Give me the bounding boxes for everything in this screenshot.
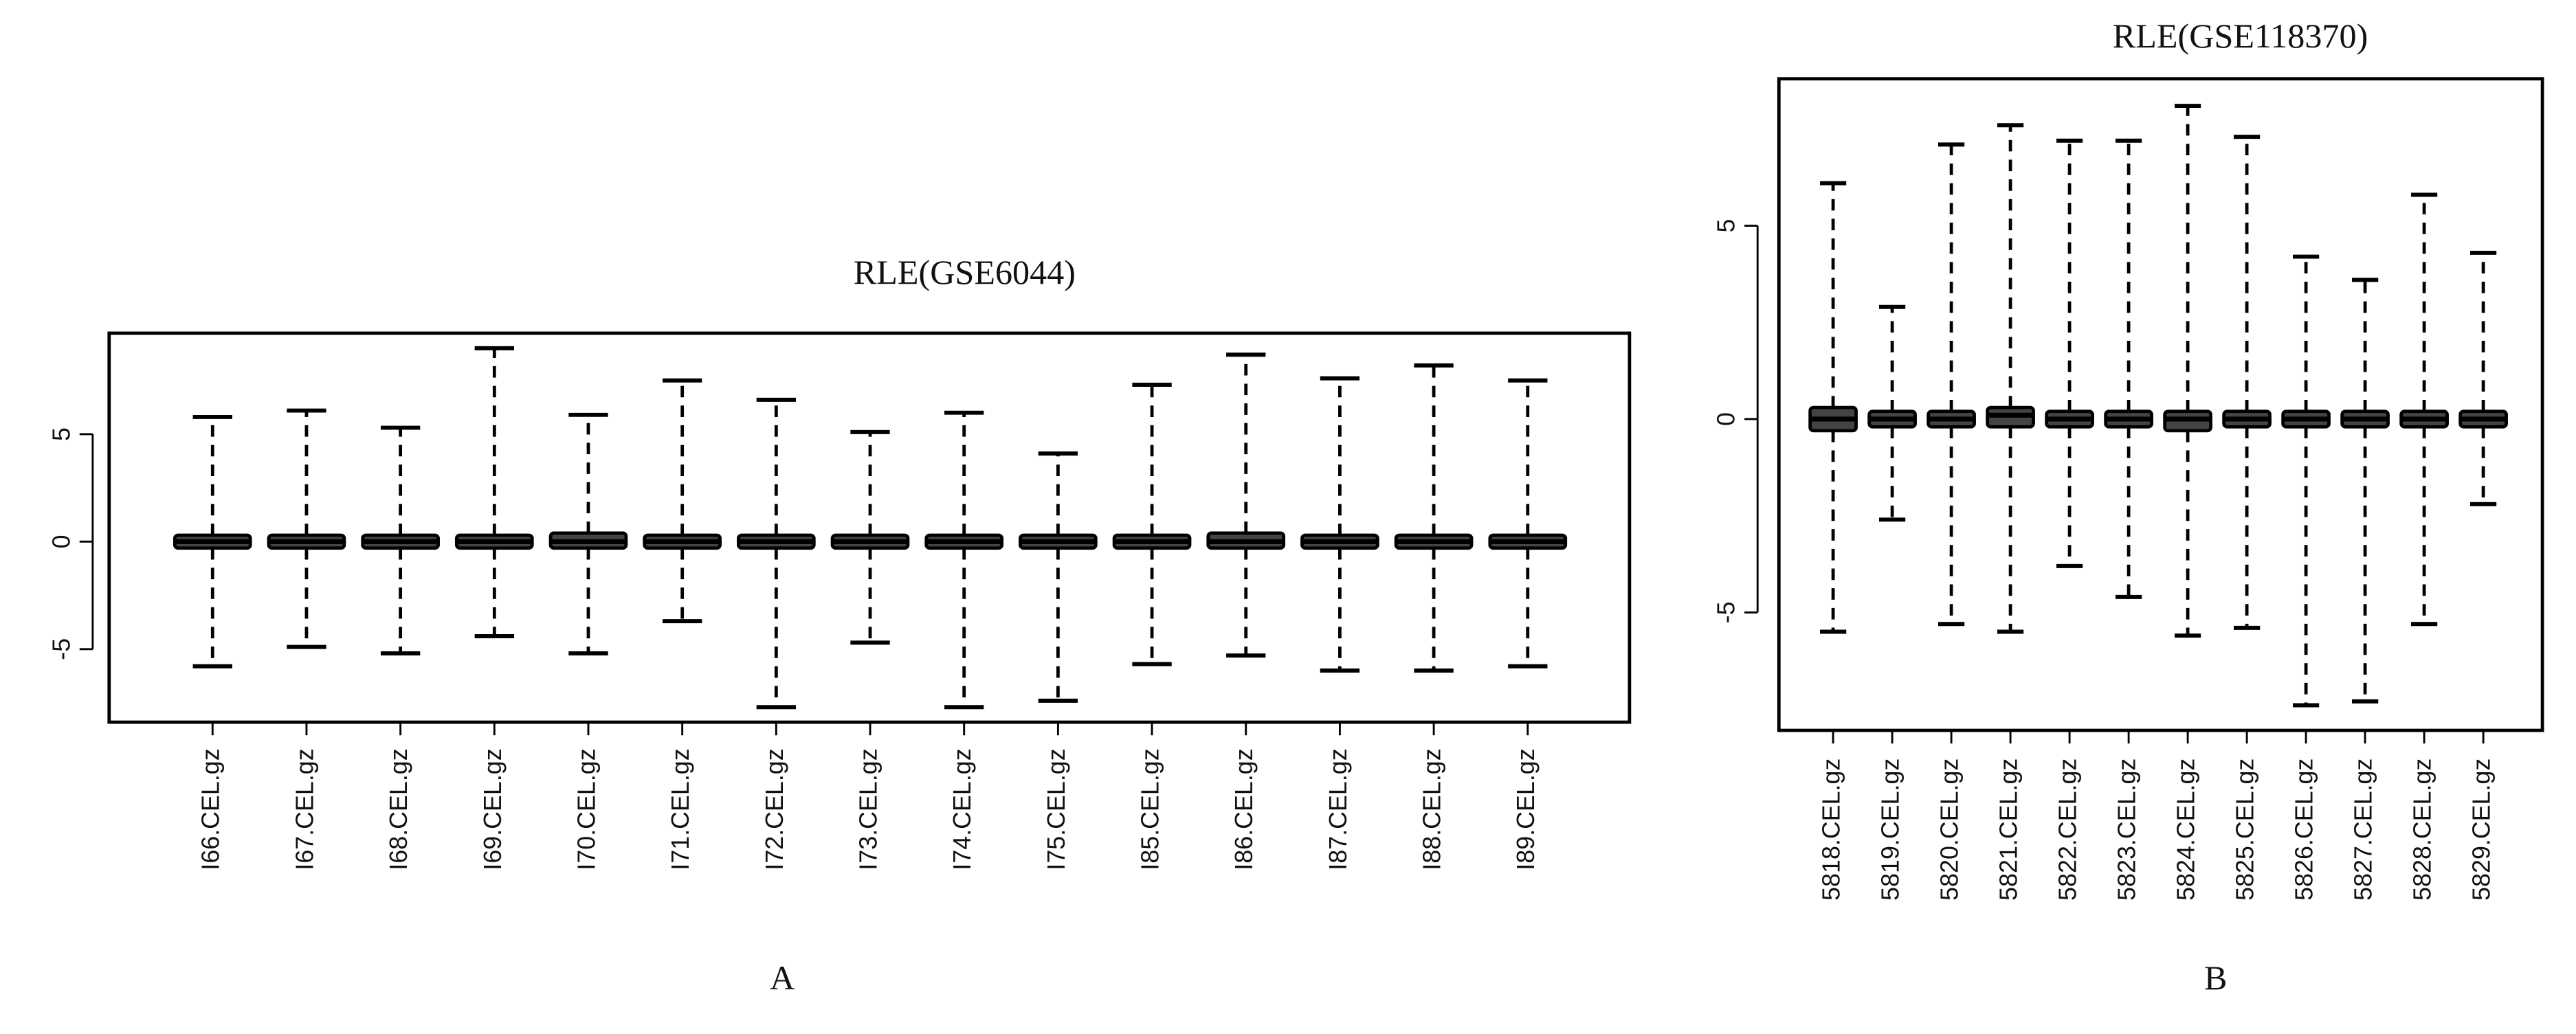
x-tick-label: 5828.CEL.gz <box>2409 758 2436 901</box>
x-tick-label: I66.CEL.gz <box>197 748 225 870</box>
x-tick-label: I89.CEL.gz <box>1512 748 1540 870</box>
x-tick-label: I68.CEL.gz <box>385 748 412 870</box>
x-tick-label: I70.CEL.gz <box>573 748 600 870</box>
y-tick-label: 0 <box>47 535 75 548</box>
x-tick-label: I87.CEL.gz <box>1324 748 1352 870</box>
x-tick-label: I88.CEL.gz <box>1419 748 1446 870</box>
x-tick-label: 5820.CEL.gz <box>1936 758 1964 901</box>
x-tick-label: I73.CEL.gz <box>854 748 882 870</box>
x-tick-label: I85.CEL.gz <box>1137 748 1164 870</box>
x-tick-label: 5825.CEL.gz <box>2232 758 2259 901</box>
x-tick-label: 5826.CEL.gz <box>2291 758 2318 901</box>
x-tick-label: 5822.CEL.gz <box>2054 758 2082 901</box>
x-tick-label: 5821.CEL.gz <box>1995 758 2023 901</box>
x-tick-label: 5829.CEL.gz <box>2468 758 2496 901</box>
x-tick-label: I67.CEL.gz <box>291 748 318 870</box>
x-tick-label: I71.CEL.gz <box>667 748 694 870</box>
y-tick-label: -5 <box>1713 601 1740 623</box>
x-tick-label: 5824.CEL.gz <box>2173 758 2200 901</box>
plot-frame <box>1777 77 2544 732</box>
y-tick-label: -5 <box>47 638 75 660</box>
x-tick-label: I72.CEL.gz <box>761 748 788 870</box>
x-tick-label: I69.CEL.gz <box>479 748 507 870</box>
y-tick-label: 5 <box>1713 219 1740 233</box>
x-tick-label: I86.CEL.gz <box>1230 748 1258 870</box>
x-tick-label: 5827.CEL.gz <box>2350 758 2377 901</box>
x-tick-label: I75.CEL.gz <box>1043 748 1070 870</box>
chart-title: RLE(GSE6044) <box>854 253 1076 291</box>
caption: B <box>2204 958 2227 997</box>
x-tick-label: 5818.CEL.gz <box>1818 758 1845 901</box>
chart-title: RLE(GSE118370) <box>2113 16 2368 55</box>
x-tick-label: 5819.CEL.gz <box>1877 758 1905 901</box>
x-tick-label: I74.CEL.gz <box>948 748 976 870</box>
y-tick-label: 5 <box>47 427 75 441</box>
y-tick-label: 0 <box>1713 412 1740 426</box>
x-tick-label: 5823.CEL.gz <box>2113 758 2141 901</box>
caption: A <box>770 958 795 997</box>
